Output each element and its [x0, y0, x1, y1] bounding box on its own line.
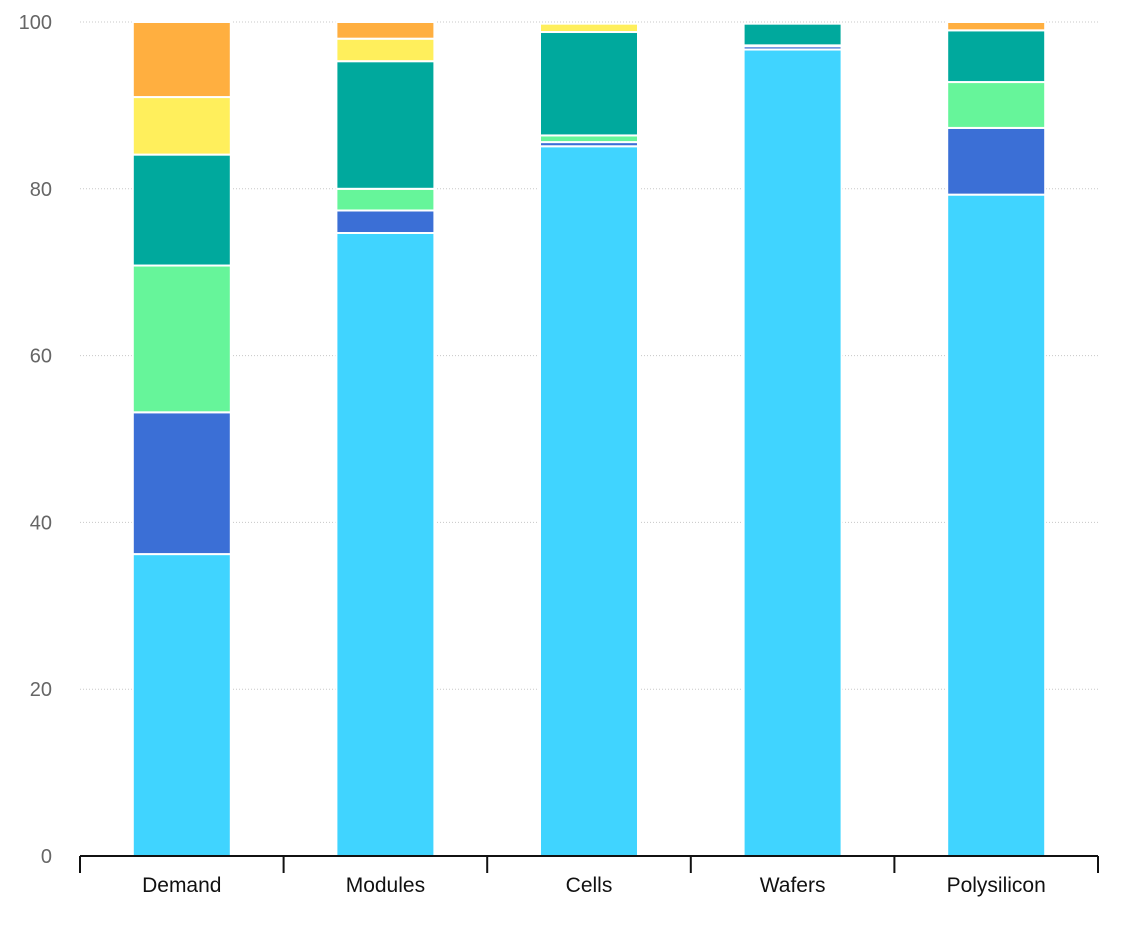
- bar-segment-cells-4: [539, 22, 639, 34]
- bar-segment-modules-1: [335, 209, 436, 235]
- bar-segment-modules-4: [335, 37, 436, 63]
- x-tick-label-modules: Modules: [346, 874, 425, 897]
- bars: [131, 21, 1047, 858]
- bar-cells: [539, 22, 639, 858]
- bar-segment-demand-0: [131, 553, 232, 857]
- bar-segment-demand-3: [131, 153, 232, 267]
- bar-segment-modules-2: [335, 187, 436, 212]
- y-tick-label-100: 100: [19, 12, 52, 34]
- y-tick-label-40: 40: [30, 512, 52, 534]
- y-tick-label-80: 80: [30, 179, 52, 201]
- bar-segment-polysilicon-1: [946, 126, 1047, 196]
- y-tick-label-20: 20: [30, 679, 52, 701]
- bar-segment-wafers-0: [742, 48, 843, 858]
- y-axis-tick-labels: 0 20 40 60 80 100: [19, 12, 52, 868]
- bar-segment-demand-2: [131, 264, 232, 414]
- x-tick-label-demand: Demand: [142, 874, 221, 897]
- y-tick-label-60: 60: [30, 346, 52, 368]
- bar-segment-cells-3: [539, 31, 639, 137]
- bar-segment-demand-4: [131, 96, 232, 156]
- bar-demand: [131, 21, 232, 857]
- bar-segment-polysilicon-5: [946, 21, 1047, 32]
- bar-segment-demand-1: [131, 411, 232, 556]
- bar-segment-polysilicon-0: [946, 193, 1047, 857]
- bar-segment-wafers-3: [742, 22, 843, 47]
- x-tick-label-wafers: Wafers: [760, 874, 826, 897]
- bar-segment-demand-5: [131, 21, 232, 99]
- bar-segment-polysilicon-2: [946, 81, 1047, 129]
- bar-polysilicon: [946, 21, 1047, 857]
- bar-segment-modules-0: [335, 232, 436, 857]
- x-tick-label-cells: Cells: [566, 874, 613, 897]
- bar-wafers: [742, 22, 843, 858]
- bar-segment-modules-3: [335, 60, 436, 190]
- x-tick-label-polysilicon: Polysilicon: [947, 874, 1046, 897]
- y-tick-label-0: 0: [41, 846, 52, 868]
- bar-segment-modules-5: [335, 21, 436, 40]
- x-axis: Demand Modules Cells Wafers Polysilicon: [79, 855, 1099, 897]
- bar-segment-cells-0: [539, 145, 639, 858]
- bar-segment-cells-2: [539, 134, 639, 144]
- bar-modules: [335, 21, 436, 857]
- bar-segment-polysilicon-3: [946, 29, 1047, 84]
